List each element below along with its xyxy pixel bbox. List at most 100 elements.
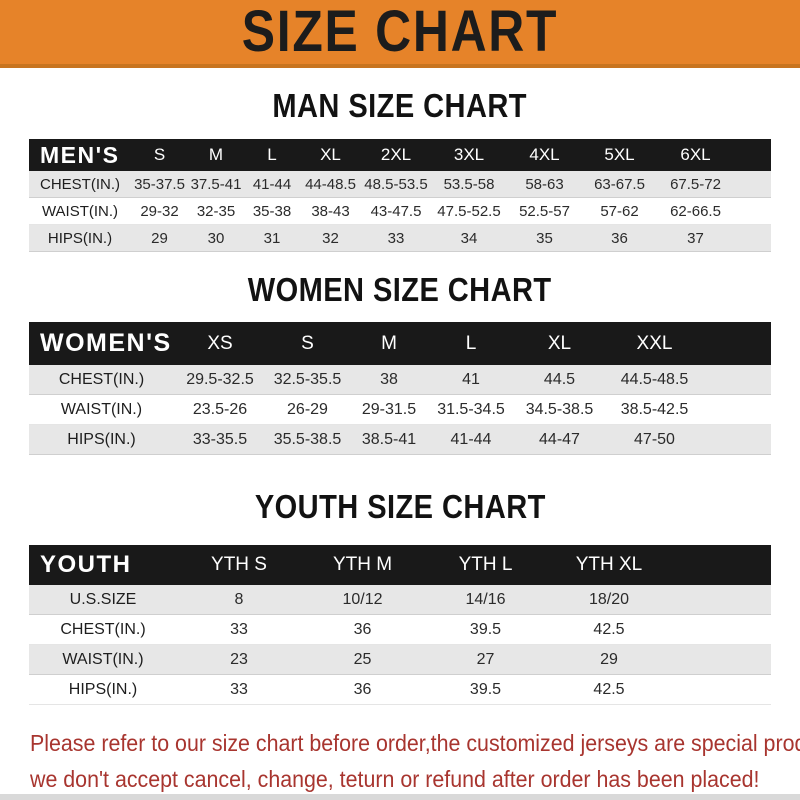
table-header-row: MEN'S S M L XL 2XL 3XL 4XL 5XL 6XL [29, 139, 771, 171]
column-header: M [188, 139, 244, 171]
size-value: 35-38 [252, 202, 292, 220]
filler-cell [703, 365, 771, 395]
size-value: 34 [460, 229, 478, 247]
column-header: 4XL [507, 139, 582, 171]
filler-cell [703, 395, 771, 425]
size-value: 8 [234, 590, 244, 608]
size-value: 44-47 [539, 430, 580, 448]
size-value: 35 [536, 229, 553, 247]
size-value: 18/20 [588, 590, 630, 608]
size-value: 52.5-57 [519, 202, 570, 220]
size-value: 67.5-72 [670, 175, 721, 193]
size-value: 38.5-42.5 [620, 400, 689, 418]
size-value: 38.5-41 [361, 430, 417, 448]
filler-cell [703, 322, 771, 365]
size-value: 37 [687, 229, 704, 247]
table-header-row: WOMEN'S XS S M L XL XXL [29, 322, 771, 365]
size-value: 32-35 [196, 202, 236, 220]
size-value: 33 [230, 680, 248, 698]
filler-cell [734, 139, 771, 171]
filler-cell [671, 615, 771, 645]
size-value: 29-32 [140, 202, 179, 220]
column-header: 3XL [431, 139, 507, 171]
size-value: 41-44 [252, 175, 292, 193]
table-row: WAIST(IN.) 23.5-26 26-29 29-31.5 31.5-34.5 34… [29, 394, 771, 425]
youth-section-heading: YOUTH SIZE CHART [0, 488, 800, 526]
column-header: XL [300, 139, 361, 171]
table-row: HIPS(IN.) 33-35.5 35.5-38.5 38.5-41 41-44 44-… [29, 424, 771, 455]
size-value: 34.5-38.5 [525, 400, 594, 418]
size-value: 57-62 [600, 202, 639, 220]
size-value: 32.5-35.5 [273, 370, 342, 388]
column-header: XXL [606, 322, 703, 365]
size-value: 42.5 [593, 620, 625, 638]
size-value: 44.5 [543, 370, 576, 388]
size-value: 33-35.5 [192, 430, 248, 448]
size-value: 38-43 [311, 202, 350, 220]
size-value: 29.5-32.5 [186, 370, 254, 388]
table-group-label: YOUTH [29, 545, 177, 585]
column-header: 2XL [361, 139, 431, 171]
footer-notice: Please refer to our size chart before or… [30, 727, 800, 799]
size-value: 63-67.5 [594, 175, 645, 193]
size-value: 43-47.5 [370, 202, 422, 220]
size-value: 27 [476, 650, 495, 668]
column-header: M [349, 322, 429, 365]
size-value: 32 [322, 229, 339, 247]
youth-size-table: YOUTH YTH S YTH M YTH L YTH XL U.S.SIZE 8 10/12… [29, 545, 771, 705]
youth-heading-text: YOUTH SIZE CHART [254, 488, 546, 525]
men-size-table: MEN'S S M L XL 2XL 3XL 4XL 5XL 6XL CHEST(IN.) 35-37… [29, 139, 771, 252]
size-value: 26-29 [287, 400, 328, 418]
size-value: 39.5 [469, 680, 502, 698]
table-row: WAIST(IN.) 29-32 32-35 35-38 38-43 43-47.5 47.… [29, 197, 771, 225]
women-size-table: WOMEN'S XS S M L XL XXL CHEST(IN.) 29.5-32.5 32.5… [29, 322, 771, 455]
filler-cell [734, 198, 771, 225]
size-value: 42.5 [593, 680, 625, 698]
size-value: 36 [353, 680, 372, 698]
table-row: WAIST(IN.) 23 25 27 29 [29, 644, 771, 675]
row-label: CHEST(IN.) [58, 370, 145, 388]
table-group-label: WOMEN'S [29, 322, 174, 365]
size-value: 36 [353, 620, 372, 638]
size-value: 58-63 [525, 175, 564, 193]
size-value: 23.5-26 [192, 400, 248, 418]
size-value: 47-50 [634, 430, 675, 448]
size-value: 33 [230, 620, 248, 638]
row-label: WAIST(IN.) [60, 400, 143, 418]
men-heading-text: MAN SIZE CHART [272, 87, 528, 124]
women-section-heading: WOMEN SIZE CHART [0, 271, 800, 309]
column-header: YTH M [301, 545, 424, 585]
title-banner: SIZE CHART [0, 0, 800, 68]
notice-line-2: we don't accept cancel, change, teturn o… [30, 763, 800, 799]
size-value: 36 [611, 229, 628, 247]
size-value: 29-31.5 [361, 400, 417, 418]
row-label: HIPS(IN.) [67, 430, 136, 448]
size-value: 39.5 [469, 620, 502, 638]
table-row: CHEST(IN.) 33 36 39.5 42.5 [29, 614, 771, 645]
notice-line-1-text: Please refer to our size chart before or… [30, 730, 800, 756]
table-row: HIPS(IN.) 33 36 39.5 42.5 [29, 674, 771, 705]
table-row: U.S.SIZE 8 10/12 14/16 18/20 [29, 585, 771, 615]
row-label: WAIST(IN.) [41, 202, 119, 220]
row-label: HIPS(IN.) [47, 229, 113, 247]
size-value: 31.5-34.5 [437, 400, 505, 418]
size-value: 41-44 [450, 430, 492, 448]
table-row: CHEST(IN.) 29.5-32.5 32.5-35.5 38 41 44.5 44.5… [29, 365, 771, 395]
size-value: 44-48.5 [305, 175, 356, 193]
column-header: L [244, 139, 300, 171]
size-value: 30 [207, 229, 225, 247]
table-group-label: MEN'S [29, 139, 131, 171]
notice-line-2-text: we don't accept cancel, change, teturn o… [30, 766, 760, 792]
size-value: 37.5-41 [190, 175, 242, 193]
row-label: U.S.SIZE [69, 590, 137, 608]
women-heading-text: WOMEN SIZE CHART [248, 271, 552, 308]
page-title: SIZE CHART [241, 0, 559, 64]
men-section-heading: MAN SIZE CHART [0, 87, 800, 125]
row-label: CHEST(IN.) [40, 175, 120, 193]
column-header: 6XL [657, 139, 734, 171]
size-value: 35.5-38.5 [273, 430, 342, 448]
bottom-strip [0, 794, 800, 800]
size-value: 10/12 [342, 590, 383, 608]
size-value: 53.5-58 [443, 175, 495, 193]
size-value: 25 [353, 650, 372, 668]
